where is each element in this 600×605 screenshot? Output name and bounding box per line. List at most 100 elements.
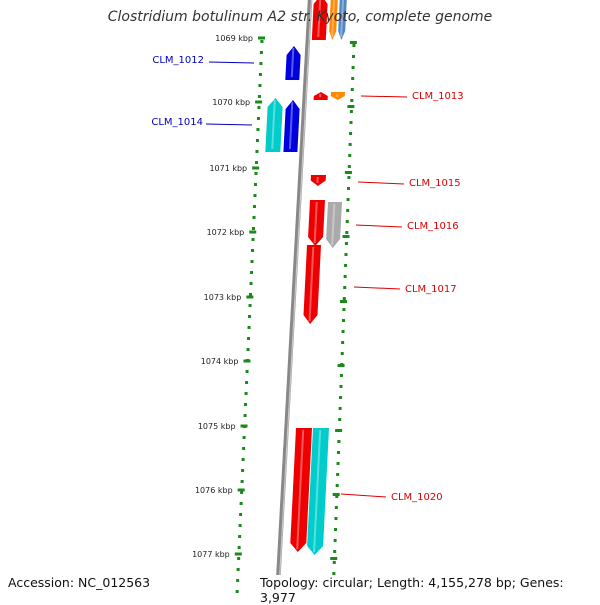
outer-ring-dot	[347, 176, 350, 179]
clm-1012-label: CLM_1012	[152, 55, 204, 66]
outer-ring-dot	[344, 275, 347, 278]
outer-ring-dot	[338, 418, 341, 421]
kbp-tick-label: 1069 kbp	[215, 34, 253, 43]
inner-ring-dot	[247, 337, 250, 340]
inner-ring-dot	[246, 370, 249, 373]
kbp-tick-outer	[338, 364, 345, 367]
kbp-tick-inner	[243, 360, 250, 363]
outer-ring-dot	[345, 242, 348, 245]
kbp-tick-outer	[347, 105, 354, 108]
inner-ring-dot	[241, 469, 244, 472]
outer-ring-dot	[333, 561, 336, 564]
topology-value: circular	[322, 575, 368, 590]
kbp-tick-outer	[340, 300, 347, 303]
kbp-tick-outer	[345, 171, 352, 174]
inner-ring-dot	[255, 150, 258, 153]
outer-ring-dot	[334, 539, 337, 542]
genome-title: Clostridium botulinum A2 str. Kyoto, com…	[0, 9, 600, 25]
clm-1020-leader-line	[341, 494, 386, 497]
outer-ring-dot	[352, 66, 355, 69]
inner-ring-dot	[258, 95, 261, 98]
kbp-tick-inner	[255, 101, 262, 104]
inner-ring-dot	[242, 447, 245, 450]
inner-ring-dot	[236, 590, 239, 593]
kbp-tick-inner	[238, 489, 245, 492]
kbp-tick-label: 1073 kbp	[204, 293, 242, 302]
outer-ring-dot	[344, 253, 347, 256]
kbp-tick-outer	[333, 493, 340, 496]
outer-ring-dot	[339, 385, 342, 388]
inner-ring-dot	[260, 40, 263, 43]
accession-label: Accession:	[8, 575, 74, 590]
clm-1014-label: CLM_1014	[151, 117, 203, 128]
outer-ring-dot	[343, 297, 346, 300]
outer-ring-dot	[352, 44, 355, 47]
kbp-tick-inner	[246, 296, 253, 299]
outer-ring-dot	[349, 132, 352, 135]
inner-ring-dot	[251, 260, 254, 263]
outer-ring-dot	[350, 99, 353, 102]
clm-1015-label: CLM_1015	[409, 178, 461, 189]
outer-ring-dot	[349, 143, 352, 146]
inner-ring-dot	[256, 128, 259, 131]
accession-value: NC_012563	[78, 575, 150, 590]
length-value: 4,155,278 bp	[428, 575, 511, 590]
inner-ring-dot	[254, 172, 257, 175]
outer-ring-dot	[351, 88, 354, 91]
kbp-tick-outer	[335, 429, 342, 432]
kbp-tick-label: 1070 kbp	[212, 98, 250, 107]
inner-ring-dot	[245, 392, 248, 395]
outer-ring-dot	[334, 528, 337, 531]
inner-ring-dot	[251, 249, 254, 252]
kbp-tick-label: 1072 kbp	[207, 228, 245, 237]
kbp-tick-inner	[252, 167, 259, 170]
outer-ring-dot	[343, 286, 346, 289]
inner-ring-dot	[249, 304, 252, 307]
inner-ring-dot	[260, 51, 263, 54]
inner-ring-dot	[259, 73, 262, 76]
outer-ring-dot	[333, 550, 336, 553]
inner-ring-dot	[236, 579, 239, 582]
inner-ring-dot	[252, 238, 255, 241]
inner-ring-dot	[253, 205, 256, 208]
inner-ring-dot	[241, 480, 244, 483]
inner-ring-dot	[243, 436, 246, 439]
outer-ring-dot	[337, 451, 340, 454]
inner-ring-dot	[239, 513, 242, 516]
outer-ring-dot	[347, 198, 350, 201]
inner-ring-dot	[250, 282, 253, 285]
inner-ring-dot	[252, 216, 255, 219]
inner-ring-dot	[254, 183, 257, 186]
inner-ring-dot	[248, 315, 251, 318]
genes-value: 3,977	[260, 590, 296, 605]
outer-ring-dot	[342, 319, 345, 322]
outer-ring-dot	[348, 165, 351, 168]
clm-1020-label: CLM_1020	[391, 492, 443, 503]
clm-1012-leader-line	[209, 62, 254, 63]
inner-ring-dot	[252, 227, 255, 230]
inner-ring-dot	[247, 348, 250, 351]
kbp-tick-label: 1077 kbp	[192, 550, 230, 559]
clm-1013-label: CLM_1013	[412, 91, 464, 102]
kbp-tick-inner	[258, 37, 265, 40]
kbp-tick-outer	[342, 235, 349, 238]
kbp-tick-label: 1071 kbp	[209, 164, 247, 173]
accession-info: Accession: NC_012563	[8, 575, 150, 590]
outer-ring-dot	[340, 374, 343, 377]
outer-ring-dot	[349, 121, 352, 124]
outer-ring-dot	[342, 330, 345, 333]
outer-ring-dot	[341, 352, 344, 355]
kbp-tick-outer	[330, 557, 337, 560]
clm-1015-leader-line	[358, 182, 404, 184]
inner-ring-dot	[240, 502, 243, 505]
inner-ring-dot	[250, 271, 253, 274]
outer-ring-dot	[336, 473, 339, 476]
clm-1013-leader-line	[361, 96, 407, 97]
outer-ring-dot	[336, 484, 339, 487]
inner-ring-dot	[245, 381, 248, 384]
inner-ring-dot	[259, 62, 262, 65]
inner-ring-dot	[255, 161, 258, 164]
inner-ring-dot	[238, 546, 241, 549]
outer-ring-dot	[337, 440, 340, 443]
